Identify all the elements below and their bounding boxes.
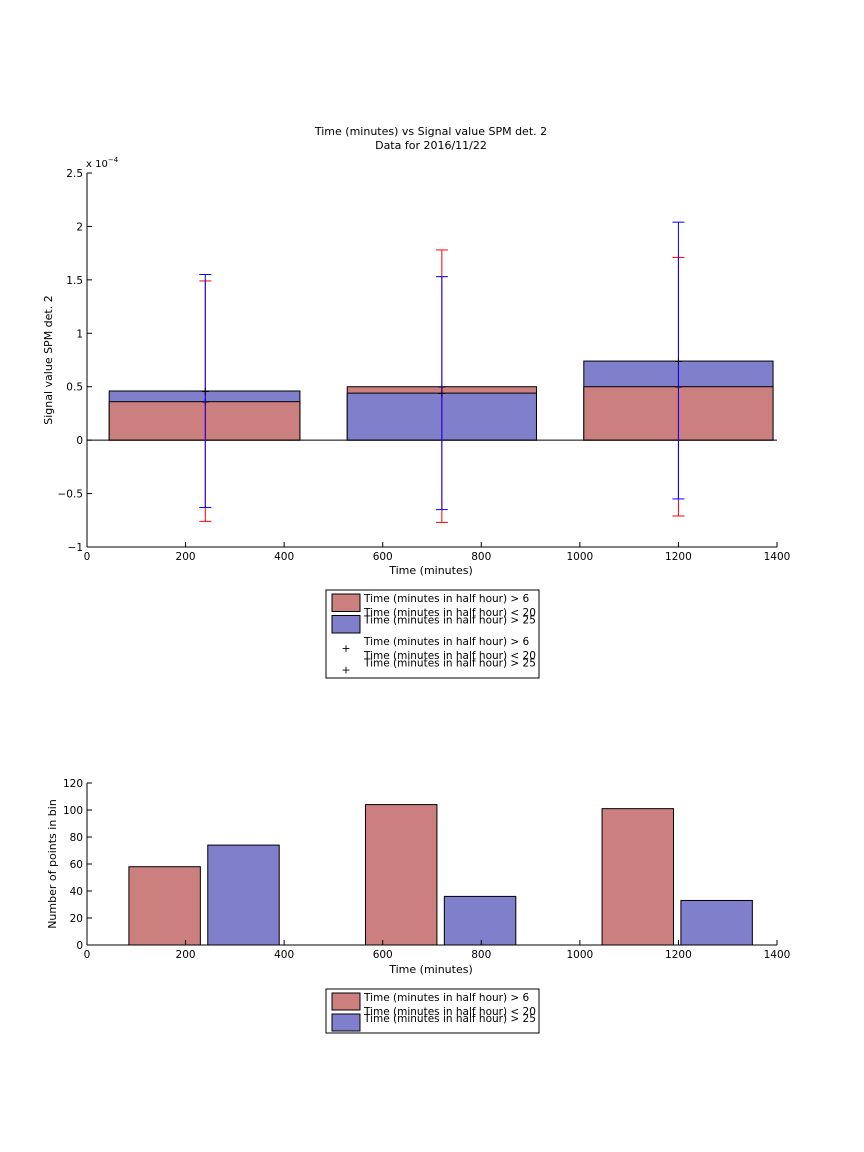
y-tick-label: 20 <box>70 913 83 925</box>
x-tick-label: 1200 <box>665 551 692 563</box>
y-tick-label: 0 <box>76 940 83 952</box>
x-tick-label: 1200 <box>665 949 692 961</box>
bars-group <box>87 360 777 441</box>
x-tick-label: 400 <box>274 949 294 961</box>
chart-title: Time (minutes) vs Signal value SPM det. … <box>314 125 547 138</box>
x-tick-label: 0 <box>84 551 91 563</box>
x-axis-label: Time (minutes) <box>388 963 473 976</box>
x-tick-label: 800 <box>471 949 491 961</box>
y-tick-label: 80 <box>70 832 83 844</box>
legend-label: Time (minutes in half hour) > 25 <box>363 658 536 670</box>
mean-marker: + <box>437 387 446 400</box>
axes: 0 200 400 600 800 1000 1200 1400 −1 −0.5 0 0.5 1 1.5 2… <box>58 168 791 563</box>
y-tick-label: 2.5 <box>66 168 83 180</box>
y-tick-label: 40 <box>70 886 83 898</box>
y-tick-label: −1 <box>68 542 83 554</box>
y-exponent-label: x 10−4 <box>86 156 119 170</box>
y-tick-label: 120 <box>63 778 83 790</box>
bar <box>207 844 280 946</box>
legend: Time (minutes in half hour) > 6 Time (min… <box>325 589 540 679</box>
legend-swatch <box>331 593 361 612</box>
y-tick-label: 0.5 <box>66 382 83 394</box>
legend-box <box>325 589 540 679</box>
legend-label: Time (minutes in half hour) > 6 <box>363 636 530 648</box>
y-tick-label: 0 <box>76 435 83 447</box>
x-tick-label: 1400 <box>764 949 791 961</box>
y-axis-label: Number of points in bin <box>46 799 59 929</box>
legend-marker: + <box>341 664 350 677</box>
x-tick-label: 400 <box>274 551 294 563</box>
legend-label: Time (minutes in half hour) < 20 <box>363 1006 536 1018</box>
legend-label: Time (minutes in half hour) > 6 <box>363 992 530 1004</box>
axes: 0 200 400 600 800 1000 1200 1400 0 20 40 60 80 100 120 <box>63 778 790 961</box>
error-bars-group: ++ ++ ++ <box>199 221 685 523</box>
x-tick-label: 200 <box>176 949 196 961</box>
mean-marker: + <box>674 355 683 368</box>
bars-group <box>128 804 753 946</box>
signal-chart: Time (minutes) vs Signal value SPM det. … <box>42 125 791 679</box>
bar <box>601 808 674 946</box>
bar <box>108 401 301 441</box>
x-tick-label: 800 <box>471 551 491 563</box>
legend-swatch <box>331 1013 361 1032</box>
x-axis-label: Time (minutes) <box>388 564 473 577</box>
x-tick-label: 600 <box>373 949 393 961</box>
mean-marker: + <box>201 385 210 398</box>
x-tick-label: 1000 <box>566 949 593 961</box>
legend-box <box>325 988 540 1034</box>
bar <box>128 866 201 946</box>
x-tick-label: 200 <box>176 551 196 563</box>
legend: Time (minutes in half hour) > 6 Time (min… <box>325 988 540 1034</box>
y-tick-label: 60 <box>70 859 83 871</box>
legend-swatch <box>331 992 361 1011</box>
count-chart: 0 200 400 600 800 1000 1200 1400 0 20 40 60 80 100 120… <box>46 778 790 1034</box>
y-tick-label: 2 <box>76 221 83 233</box>
bar <box>364 804 438 946</box>
legend-label: Time (minutes in half hour) < 20 <box>363 607 536 619</box>
x-tick-label: 1000 <box>566 551 593 563</box>
legend-marker: + <box>341 642 350 655</box>
bar <box>680 899 753 946</box>
y-tick-label: −0.5 <box>58 489 84 501</box>
legend-label: Time (minutes in half hour) > 25 <box>363 1013 536 1025</box>
chart-subtitle: Data for 2016/11/22 <box>375 139 487 152</box>
y-tick-label: 100 <box>63 805 83 817</box>
x-tick-label: 600 <box>373 551 393 563</box>
legend-label: Time (minutes in half hour) > 6 <box>363 593 530 605</box>
x-tick-label: 0 <box>84 949 91 961</box>
y-tick-label: 1 <box>76 328 83 340</box>
x-tick-label: 1400 <box>764 551 791 563</box>
bar <box>443 895 517 946</box>
legend-label: Time (minutes in half hour) < 20 <box>363 650 536 662</box>
y-axis-label: Signal value SPM det. 2 <box>42 295 55 425</box>
legend-label: Time (minutes in half hour) > 25 <box>363 615 536 627</box>
legend-swatch <box>331 615 361 634</box>
y-tick-label: 1.5 <box>66 275 83 287</box>
